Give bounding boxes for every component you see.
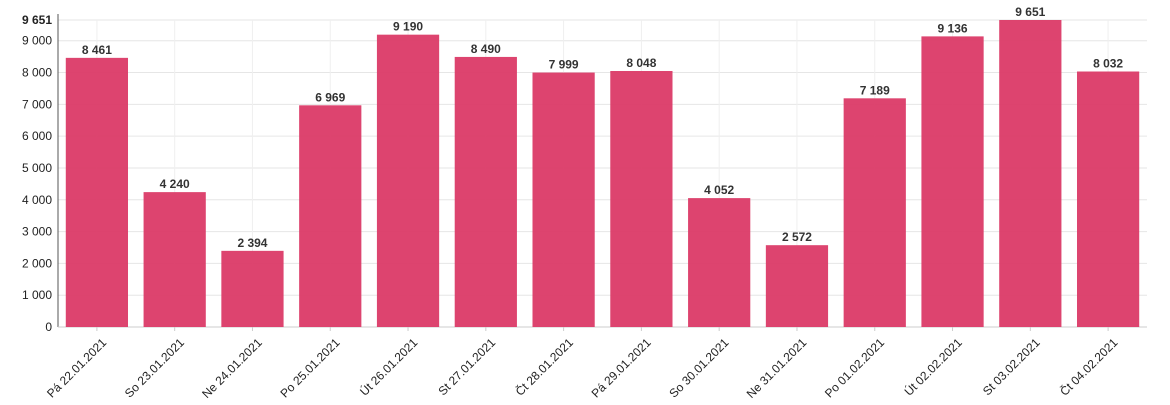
x-tick-label: St 27.01.2021 [435, 335, 498, 398]
bar[interactable] [1076, 71, 1140, 327]
y-tick-label: 4 000 [22, 193, 52, 207]
bar[interactable] [843, 98, 906, 327]
y-tick-label: 1 000 [22, 288, 52, 302]
bar-value-label: 7 999 [549, 58, 579, 72]
bar[interactable] [65, 57, 129, 328]
bar-value-label: 4 052 [704, 183, 734, 197]
y-tick-label: 9 000 [22, 34, 52, 48]
bar[interactable] [765, 245, 829, 327]
data-labels: 8 461 4 240 2 394 6 969 9 190 8 490 7 999 8 048… [82, 5, 1124, 250]
bar[interactable] [299, 105, 362, 328]
x-tick-label: St 03.02.2021 [980, 335, 1043, 398]
bar-value-label: 9 190 [393, 20, 423, 34]
y-max-label: 9 651 [22, 13, 52, 27]
x-tick-label: Čt 28.01.2021 [512, 335, 576, 399]
y-tick-label: 2 000 [22, 256, 52, 270]
y-tick-label: 7 000 [22, 97, 52, 111]
y-tick-label: 8 000 [22, 66, 52, 80]
bars [65, 20, 1140, 328]
y-tick-label: 3 000 [22, 225, 52, 239]
bar-value-label: 7 189 [860, 83, 890, 97]
y-tick-label: 6 000 [22, 129, 52, 143]
bar-value-label: 9 136 [938, 21, 968, 35]
bar[interactable] [532, 72, 595, 327]
bar[interactable] [610, 70, 673, 328]
x-tick-label: Pá 22.01.2021 [44, 335, 109, 400]
bar-value-label: 2 572 [782, 230, 812, 244]
bar-value-label: 9 651 [1015, 5, 1045, 19]
x-tick-label: So 30.01.2021 [666, 335, 731, 400]
x-tick-label: Po 01.02.2021 [822, 335, 887, 400]
x-tick-label: So 23.01.2021 [122, 335, 187, 400]
x-tick-label: Út 02.02.2021 [901, 335, 965, 399]
bar-value-label: 4 240 [160, 177, 190, 191]
x-tick-label: Ne 31.01.2021 [744, 335, 810, 401]
bar[interactable] [376, 34, 440, 327]
bar[interactable] [454, 56, 517, 328]
bar-value-label: 2 394 [237, 236, 267, 250]
bar[interactable] [221, 250, 284, 327]
y-tick-label: 5 000 [22, 161, 52, 175]
bar-value-label: 8 461 [82, 43, 112, 57]
bar-value-label: 8 490 [471, 42, 501, 56]
x-tick-label: Pá 29.01.2021 [589, 335, 654, 400]
bar[interactable] [999, 20, 1062, 327]
bar-value-label: 8 048 [626, 56, 656, 70]
y-tick-label: 0 [45, 320, 52, 334]
bar[interactable] [688, 198, 751, 327]
bar[interactable] [921, 36, 984, 328]
x-tick-label: Út 26.01.2021 [356, 335, 420, 399]
x-tick-label: Po 25.01.2021 [277, 335, 342, 400]
bar-value-label: 8 032 [1093, 57, 1123, 71]
category-labels: Pá 22.01.2021 So 23.01.2021 Ne 24.01.2021 P… [44, 335, 1121, 402]
bar[interactable] [143, 192, 206, 327]
x-tick-label: Ne 24.01.2021 [199, 335, 265, 401]
bar-value-label: 6 969 [315, 90, 345, 104]
x-tick-label: Čt 04.02.2021 [1057, 335, 1121, 399]
